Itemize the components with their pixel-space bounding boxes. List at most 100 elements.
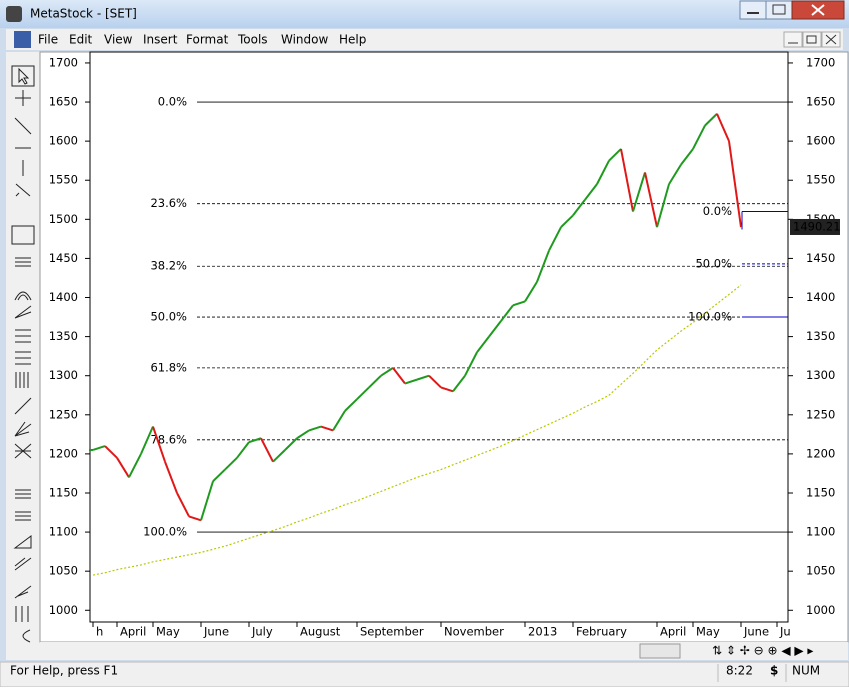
menu-item[interactable]: Tools	[237, 33, 268, 47]
y2-tick-label: 1650	[806, 95, 835, 109]
maximize-button[interactable]	[765, 0, 793, 20]
x-tick-label: Ju	[779, 625, 791, 639]
menu-item[interactable]: View	[104, 33, 133, 47]
y2-tick-label: 1150	[806, 485, 835, 499]
price-tag-label: 1490.21	[793, 219, 841, 233]
scroll-thumb[interactable]	[639, 643, 681, 659]
status-time: 8:22	[726, 664, 753, 678]
x-tick-label: h	[96, 625, 103, 639]
mdi-restore[interactable]	[802, 31, 822, 48]
price-segment	[572, 199, 586, 217]
price-segment	[296, 429, 310, 440]
price-segment	[272, 449, 286, 463]
price-segment	[248, 437, 262, 444]
app-icon	[6, 6, 22, 22]
mdi-controls[interactable]	[783, 31, 841, 48]
menu-item[interactable]: Edit	[69, 33, 93, 47]
y-tick-label: 1050	[49, 564, 78, 578]
menu-item[interactable]: Window	[281, 33, 329, 47]
x-tick-label: May	[156, 625, 180, 639]
price-segment	[200, 480, 214, 521]
y-tick-label: 1200	[49, 446, 78, 460]
fib-label: 61.8%	[150, 360, 187, 374]
status-dollar: $	[770, 664, 778, 678]
price-tag	[790, 218, 840, 235]
menu-bar	[6, 29, 843, 50]
price-segment	[368, 374, 382, 389]
select-tool[interactable]	[11, 65, 35, 87]
x-tick-label: November	[444, 625, 504, 639]
price-segment	[308, 425, 322, 432]
fib-label: 23.6%	[150, 196, 187, 210]
price-segment	[536, 250, 550, 283]
price-segment	[560, 214, 574, 228]
status-help: For Help, press F1	[10, 664, 118, 678]
y-tick-label: 1400	[49, 290, 78, 304]
price-segment	[164, 461, 178, 494]
chart: 1000 1000 1050 1050 1100 1100 1150 1150 1200 1200…	[49, 55, 841, 638]
price-segment	[464, 351, 478, 377]
x-tick-label: February	[576, 625, 627, 639]
price-segment	[596, 160, 610, 185]
moving-average	[92, 284, 742, 576]
price-segment	[332, 410, 346, 431]
price-segment	[476, 336, 490, 353]
price-segment	[692, 125, 706, 150]
y2-tick-label: 1050	[806, 564, 835, 578]
title-bar	[0, 0, 849, 28]
price-segment	[608, 148, 622, 162]
menu-item[interactable]: Insert	[143, 33, 178, 47]
y-tick-label: 1300	[49, 368, 78, 382]
price-segment	[704, 113, 718, 127]
fib-label: 0.0%	[703, 204, 732, 218]
minimize-button[interactable]	[739, 0, 767, 20]
x-tick-label: April	[660, 625, 686, 639]
menu-item[interactable]: File	[38, 33, 58, 47]
y-tick-label: 1650	[49, 95, 78, 109]
price-segment	[356, 386, 370, 400]
price-segment	[152, 426, 166, 463]
x-tick-label: July	[251, 625, 273, 639]
price-segment	[488, 320, 502, 338]
window-title: MetaStock - [SET]	[30, 7, 137, 21]
price-segment	[452, 375, 466, 392]
price-segment	[176, 492, 190, 517]
y-tick-label: 1350	[49, 329, 78, 343]
price-segment	[620, 148, 634, 212]
price-segment	[500, 304, 514, 322]
y2-tick-label: 1400	[806, 290, 835, 304]
price-segment	[344, 398, 358, 412]
price-segment	[380, 367, 394, 377]
price-segment	[668, 164, 682, 185]
menu-item[interactable]: Format	[186, 33, 229, 47]
y2-tick-label: 1550	[806, 173, 835, 187]
y2-tick-label: 1000	[806, 603, 835, 617]
y2-tick-label: 1600	[806, 134, 835, 148]
menu-item[interactable]: Help	[339, 33, 366, 47]
x-tick-label: June	[203, 625, 229, 639]
price-segment	[236, 441, 250, 459]
y-tick-label: 1500	[49, 212, 78, 226]
price-segment	[116, 457, 130, 478]
x-tick-label: May	[696, 625, 720, 639]
x-tick-label: 2013	[528, 625, 557, 639]
price-segment	[632, 172, 646, 212]
window-controls[interactable]	[739, 0, 845, 20]
mdi-minimize[interactable]	[783, 31, 803, 48]
y-tick-label: 1150	[49, 485, 78, 499]
y-tick-label: 1100	[49, 525, 78, 539]
price-segment	[92, 445, 106, 451]
fib-label: 38.2%	[150, 259, 187, 273]
price-segment	[656, 183, 670, 228]
status-bar	[0, 661, 849, 688]
x-tick-label: June	[743, 625, 769, 639]
plot-area	[89, 51, 789, 623]
fib-label: 0.0%	[158, 95, 187, 109]
tool-icons[interactable]	[11, 65, 35, 643]
price-segment	[188, 515, 202, 522]
price-segment	[404, 378, 418, 385]
y-tick-label: 1700	[49, 55, 78, 69]
price-segment	[440, 386, 454, 393]
toolbar-icons[interactable]: ⇅ ⇕ ✢ ⊖ ⊕ ◀ ▶ ▸	[712, 644, 813, 658]
